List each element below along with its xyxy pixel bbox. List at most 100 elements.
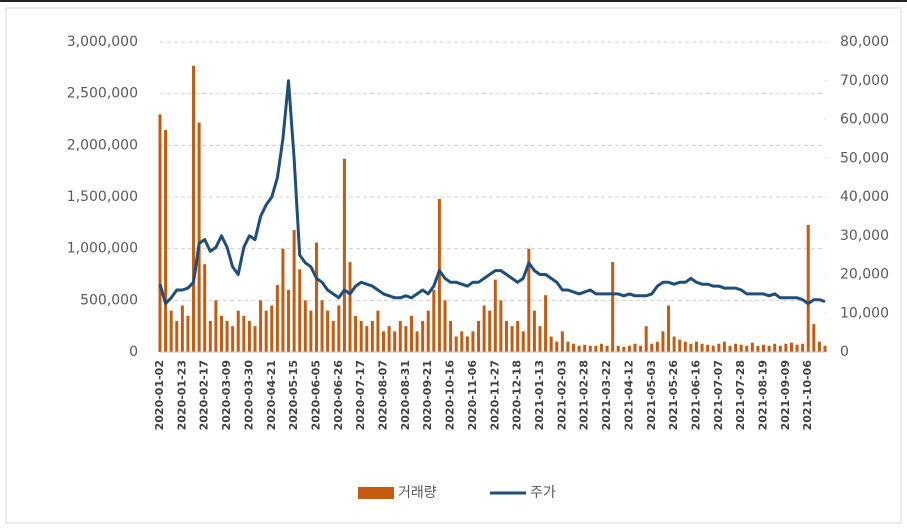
y-tick-label: 1,000,000 bbox=[67, 241, 138, 257]
volume-bar bbox=[504, 321, 508, 352]
y2-tick-label: 20,000 bbox=[840, 267, 889, 283]
volume-bar bbox=[292, 230, 296, 352]
volume-bar bbox=[320, 300, 324, 352]
volume-bar bbox=[566, 341, 570, 352]
x-tick-label: 2020-12-18 bbox=[511, 360, 524, 430]
volume-bar bbox=[186, 315, 190, 352]
y2-tick-label: 10,000 bbox=[840, 305, 889, 321]
volume-bar bbox=[365, 326, 369, 352]
volume-bar bbox=[264, 310, 268, 352]
volume-bar bbox=[711, 345, 715, 352]
x-tick-label: 2020-09-21 bbox=[421, 360, 434, 430]
x-tick-label: 2021-08-19 bbox=[757, 360, 770, 430]
x-tick-label: 2021-07-28 bbox=[734, 360, 747, 430]
volume-bar bbox=[773, 343, 777, 352]
x-tick-label: 2020-08-07 bbox=[377, 360, 390, 430]
volume-bar bbox=[521, 331, 525, 352]
volume-bar bbox=[594, 345, 598, 352]
price-line bbox=[158, 79, 826, 306]
volume-bar bbox=[622, 346, 626, 352]
x-tick-label: 2020-06-26 bbox=[332, 360, 345, 431]
x-tick-label: 2021-05-03 bbox=[645, 360, 658, 430]
volume-bar bbox=[376, 310, 380, 352]
x-tick-label: 2020-10-16 bbox=[444, 360, 457, 431]
volume-bar bbox=[588, 345, 592, 352]
volume-bar bbox=[471, 331, 475, 352]
volume-bar bbox=[801, 343, 805, 352]
volume-bar bbox=[689, 343, 693, 352]
y2-tick-label: 40,000 bbox=[840, 189, 889, 205]
frame bbox=[5, 7, 902, 524]
x-tick-label: 2021-02-28 bbox=[578, 360, 591, 430]
y2-tick-label: 70,000 bbox=[840, 73, 889, 89]
volume-bar bbox=[192, 65, 196, 353]
volume-bar bbox=[555, 341, 559, 352]
volume-bar bbox=[544, 295, 548, 352]
volume-bar bbox=[762, 344, 766, 352]
volume-bar bbox=[722, 341, 726, 352]
y-tick-label: 2,500,000 bbox=[67, 86, 138, 102]
volume-bar bbox=[404, 326, 408, 352]
volume-bar bbox=[778, 345, 782, 352]
y-tick-label: 2,000,000 bbox=[67, 137, 138, 153]
volume-bar bbox=[488, 310, 492, 352]
volume-bar bbox=[242, 315, 246, 352]
x-tick-label: 2021-06-16 bbox=[689, 360, 702, 431]
volume-bar bbox=[460, 331, 464, 352]
volume-bar bbox=[247, 321, 251, 352]
volume-bar bbox=[253, 326, 257, 352]
volume-bar bbox=[298, 269, 302, 352]
volume-bar bbox=[236, 310, 240, 352]
volume-bar bbox=[331, 321, 335, 352]
volume-bar bbox=[219, 315, 223, 352]
x-tick-label: 2020-01-02 bbox=[153, 360, 166, 430]
y2-tick-label: 30,000 bbox=[840, 228, 889, 244]
legend-label: 거래량 bbox=[398, 485, 437, 501]
volume-bar bbox=[259, 300, 263, 352]
volume-bar bbox=[616, 345, 620, 352]
x-tick-label: 2021-10-06 bbox=[801, 360, 814, 431]
volume-bar bbox=[314, 242, 318, 352]
volume-bar bbox=[572, 343, 576, 352]
x-tick-label: 2020-05-15 bbox=[287, 360, 300, 430]
volume-bar bbox=[214, 300, 218, 352]
volume-bar bbox=[538, 326, 542, 352]
volume-bar bbox=[516, 321, 520, 352]
volume-bar bbox=[650, 343, 654, 352]
volume-bar bbox=[421, 321, 425, 352]
volume-bar bbox=[633, 343, 637, 352]
volume-bar bbox=[415, 331, 419, 352]
volume-bar bbox=[454, 336, 458, 352]
volume-bar bbox=[164, 129, 168, 352]
volume-bar bbox=[398, 321, 402, 352]
volume-bar bbox=[527, 248, 531, 352]
legend-label: 주가 bbox=[530, 485, 556, 501]
x-tick-label: 2021-09-09 bbox=[779, 360, 792, 430]
volume-bar bbox=[510, 326, 514, 352]
x-tick-label: 2020-06-05 bbox=[309, 360, 322, 430]
volume-bar bbox=[605, 345, 609, 352]
y2-tick-label: 0 bbox=[840, 344, 849, 360]
volume-bar bbox=[409, 315, 413, 352]
volume-bar bbox=[465, 336, 469, 352]
volume-bar bbox=[359, 321, 363, 352]
volume-bar bbox=[275, 284, 279, 352]
x-tick-label: 2021-04-12 bbox=[622, 360, 635, 430]
volume-bar bbox=[270, 305, 274, 352]
volume-bar bbox=[706, 344, 710, 352]
volume-bar bbox=[717, 343, 721, 352]
volume-bar bbox=[667, 305, 671, 352]
volume-bar bbox=[426, 310, 430, 352]
x-tick-label: 2020-03-30 bbox=[242, 360, 255, 431]
volume-bar bbox=[225, 321, 229, 352]
volume-bar bbox=[354, 315, 358, 352]
x-tick-label: 2020-01-23 bbox=[175, 360, 188, 430]
volume-bar bbox=[342, 158, 346, 352]
volume-bar bbox=[739, 344, 743, 352]
volume-bar bbox=[767, 345, 771, 352]
y-tick-label: 1,500,000 bbox=[67, 189, 138, 205]
volume-bar bbox=[231, 326, 235, 352]
y-tick-label: 500,000 bbox=[80, 292, 138, 308]
volume-bar bbox=[203, 264, 207, 352]
